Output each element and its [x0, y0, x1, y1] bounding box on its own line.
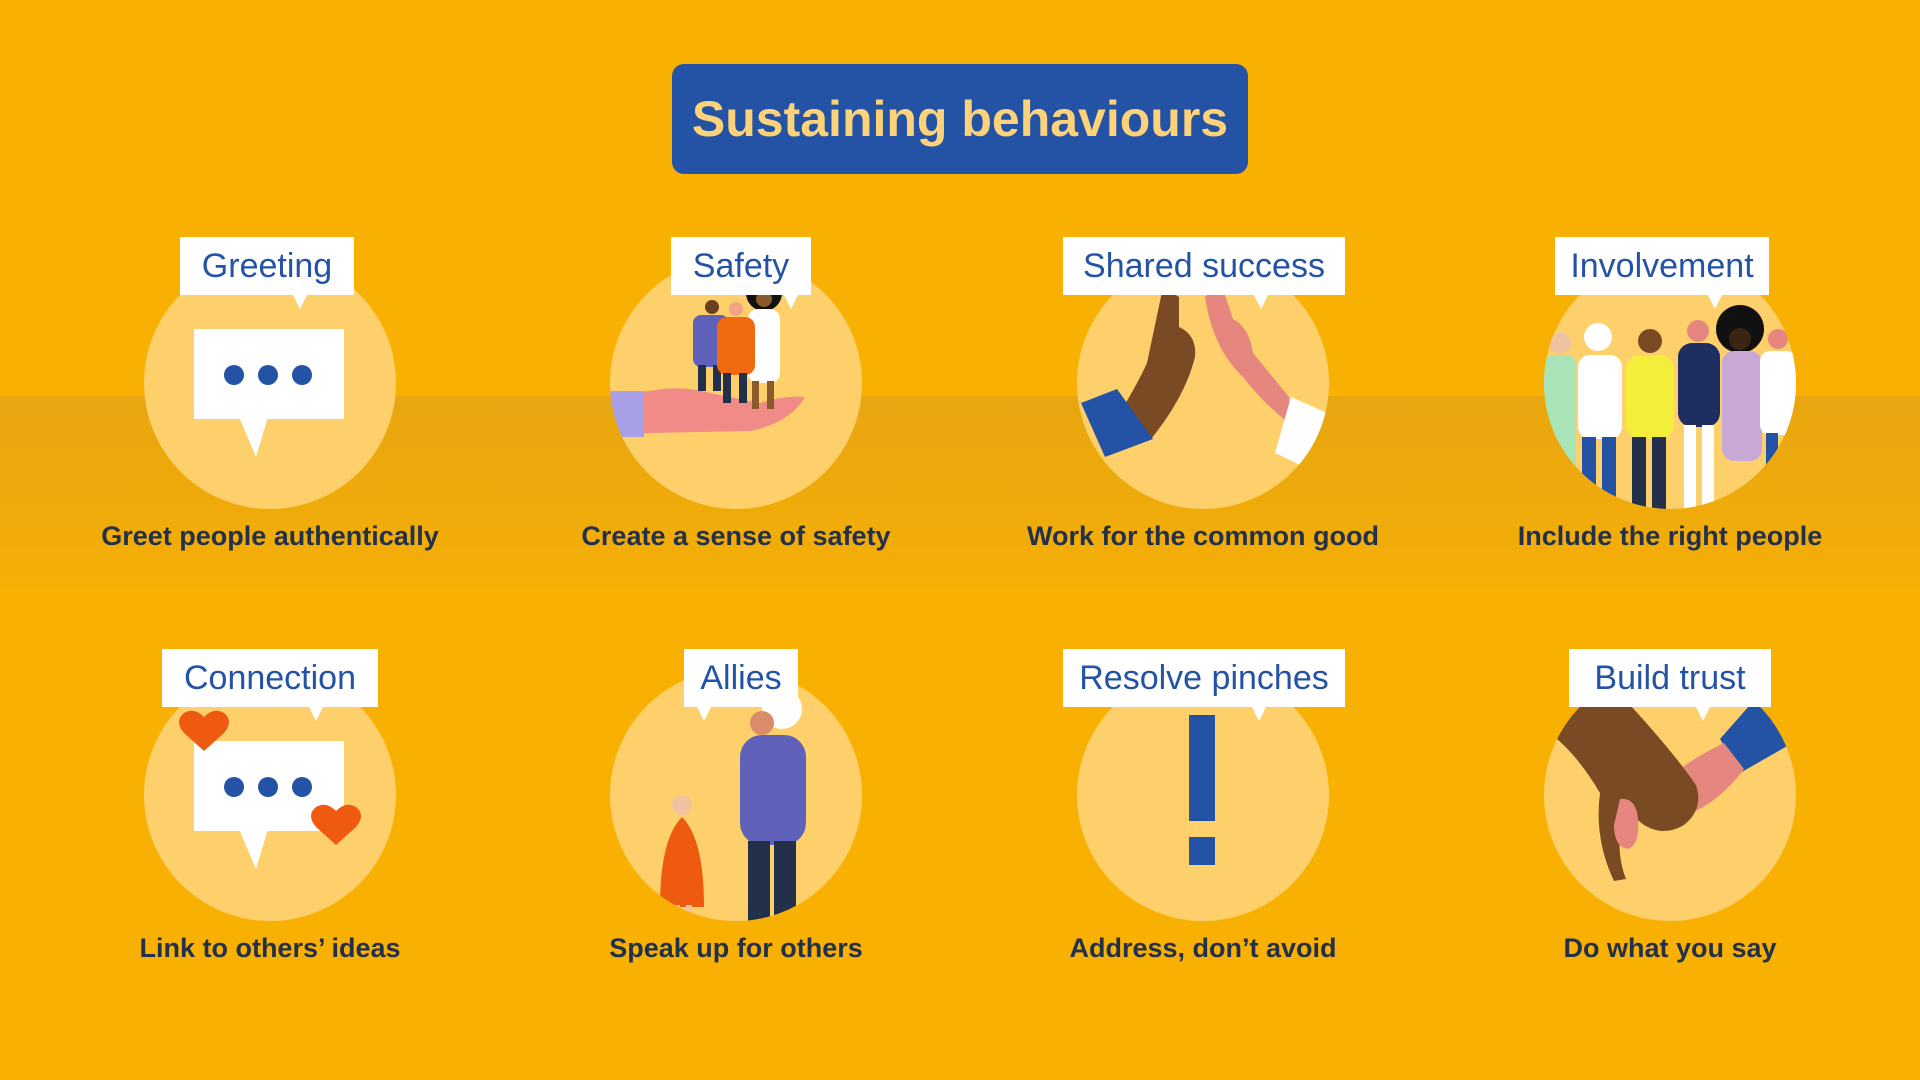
- label-involvement: Involvement: [1555, 237, 1769, 309]
- circle-background: [610, 669, 862, 921]
- label-tail: [1695, 705, 1711, 721]
- circle-background: [610, 257, 862, 509]
- label-tail: [292, 293, 308, 309]
- caption-resolve-pinches: Address, don’t avoid: [1069, 933, 1337, 963]
- label-greeting: Greeting: [180, 237, 354, 309]
- label-allies: Allies: [684, 649, 798, 721]
- card-connection: Connection Link to others’ ideas: [36, 649, 504, 1029]
- label-resolve-pinches: Resolve pinches: [1063, 649, 1345, 721]
- label-text: Build trust: [1594, 658, 1746, 697]
- label-text: Greeting: [201, 246, 333, 285]
- circle-background: [144, 669, 396, 921]
- caption-safety: Create a sense of safety: [581, 521, 891, 551]
- circle-background: [1544, 669, 1796, 921]
- label-tail: [1253, 293, 1269, 309]
- label-tail: [1707, 293, 1723, 309]
- card-safety: Safety Create a sense of safety: [502, 237, 970, 617]
- label-text: Involvement: [1570, 246, 1754, 285]
- people-in-hand-icon: [610, 275, 805, 437]
- caption-build-trust: Do what you say: [1563, 933, 1777, 963]
- caption-greeting: Greet people authentically: [101, 521, 439, 551]
- label-build-trust: Build trust: [1569, 649, 1771, 721]
- label-tail: [696, 705, 712, 721]
- label-text: Safety: [692, 246, 790, 285]
- label-text: Allies: [700, 658, 782, 697]
- caption-shared-success: Work for the common good: [1027, 521, 1379, 551]
- circle-background: [1077, 669, 1329, 921]
- label-tail: [783, 293, 799, 309]
- caption-connection: Link to others’ ideas: [139, 933, 401, 963]
- card-shared-success: Shared success Work for the common good: [969, 237, 1437, 617]
- speech-bubble-icon: [194, 329, 344, 457]
- exclamation-icon: [1189, 715, 1215, 865]
- circle-background: [1077, 257, 1329, 509]
- label-safety: Safety: [671, 237, 811, 309]
- card-build-trust: Build trust Do what you say: [1436, 649, 1904, 1029]
- card-allies: Allies Speak up for others: [502, 649, 970, 1029]
- circle-background: [144, 257, 396, 509]
- speech-bubble-hearts-icon: [179, 710, 361, 869]
- caption-involvement: Include the right people: [1517, 521, 1823, 551]
- card-involvement: Involvement Include the right people: [1436, 237, 1904, 617]
- label-text: Resolve pinches: [1079, 658, 1329, 697]
- page-title: Sustaining behaviours: [672, 64, 1248, 174]
- high-five-icon: [1081, 283, 1327, 471]
- label-shared-success: Shared success: [1063, 237, 1345, 309]
- holding-hands-icon: [1544, 669, 1796, 881]
- label-text: Connection: [183, 658, 356, 697]
- card-greeting: Greeting Greet people authentically: [36, 237, 504, 617]
- label-text: Shared success: [1083, 246, 1325, 285]
- label-connection: Connection: [162, 649, 378, 721]
- label-tail: [1251, 705, 1267, 721]
- label-tail: [308, 705, 324, 721]
- caption-allies: Speak up for others: [609, 933, 863, 963]
- card-resolve-pinches: Resolve pinches Address, don’t avoid: [969, 649, 1437, 1029]
